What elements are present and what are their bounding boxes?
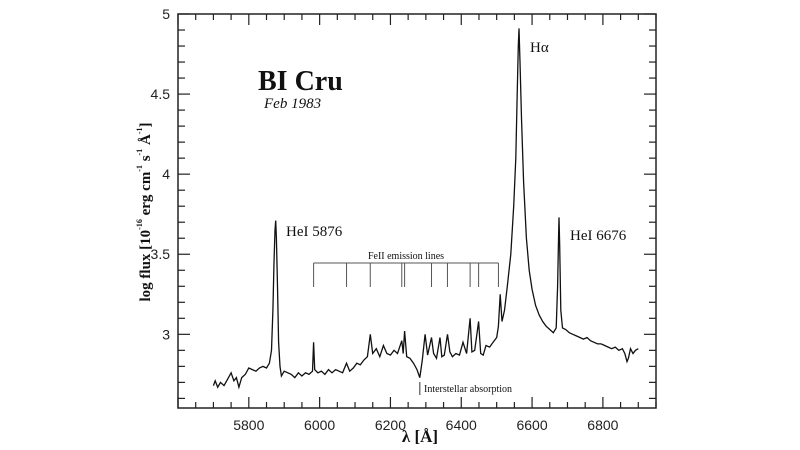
annotation-hei-6676: HeI 6676: [570, 228, 627, 244]
x-tick-label: 6800: [587, 417, 618, 433]
x-tick-label: 6200: [375, 417, 406, 433]
x-tick-label: 6400: [446, 417, 477, 433]
feii-line-markers: [313, 262, 499, 287]
chart-title: BI Cru: [258, 66, 343, 97]
x-axis-label: λ [Å]: [402, 427, 438, 446]
annotation-halpha: Hα: [530, 40, 549, 56]
x-tick-label: 6600: [516, 417, 547, 433]
x-tick-label: 6000: [304, 417, 335, 433]
tick-labels: 5800 6000 6200 6400 6600 6800 3 3.5 4 4.5 5: [151, 6, 619, 433]
axis-ticks: [177, 13, 657, 408]
spectrum-line: [212, 28, 639, 390]
y-tick-label: 3.5: [151, 246, 171, 262]
y-tick-label: 5: [162, 6, 170, 22]
y-axis-label: log flux [10-16 erg cm-1 s-1 Å-1]: [135, 122, 154, 301]
x-tick-label: 5800: [233, 417, 264, 433]
plot-frame: [177, 13, 657, 409]
annotation-feii: FeII emission lines: [368, 251, 444, 262]
annotation-hei-5876: HeI 5876: [286, 224, 343, 240]
y-tick-label: 4: [162, 166, 170, 182]
chart-subtitle: Feb 1983: [263, 96, 321, 112]
annotation-interstellar: Interstellar absorption: [424, 384, 512, 395]
y-tick-label: 4.5: [151, 86, 171, 102]
y-tick-label: 3: [162, 326, 170, 342]
